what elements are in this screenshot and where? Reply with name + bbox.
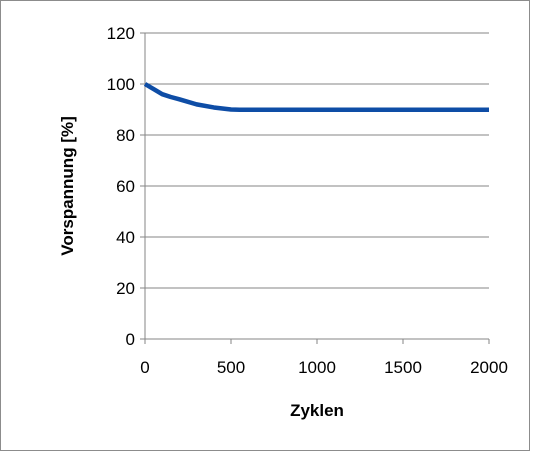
y-tick-label: 40	[116, 228, 135, 247]
x-tick-label: 0	[140, 358, 149, 377]
x-tick-label: 500	[217, 358, 245, 377]
y-tick-label: 120	[107, 24, 135, 43]
gridlines	[145, 32, 489, 289]
y-tick-label: 100	[107, 75, 135, 94]
y-tick-label: 80	[116, 126, 135, 145]
x-tick-label: 1500	[384, 358, 422, 377]
x-axis-ticks: 0 500 1000 1500 2000	[140, 339, 508, 377]
series-line-0	[143, 82, 489, 112]
x-tick-label: 1000	[298, 358, 336, 377]
y-tick-label: 20	[116, 279, 135, 298]
y-axis-title: Vorspannung [%]	[58, 116, 77, 255]
y-tick-label: 60	[116, 177, 135, 196]
x-axis-title: Zyklen	[290, 401, 344, 420]
x-tick-label: 2000	[470, 358, 508, 377]
series-group	[143, 82, 489, 112]
y-tick-label: 0	[126, 330, 135, 349]
y-axis-ticks: 0 20 40 60 80 100 120	[107, 24, 145, 349]
